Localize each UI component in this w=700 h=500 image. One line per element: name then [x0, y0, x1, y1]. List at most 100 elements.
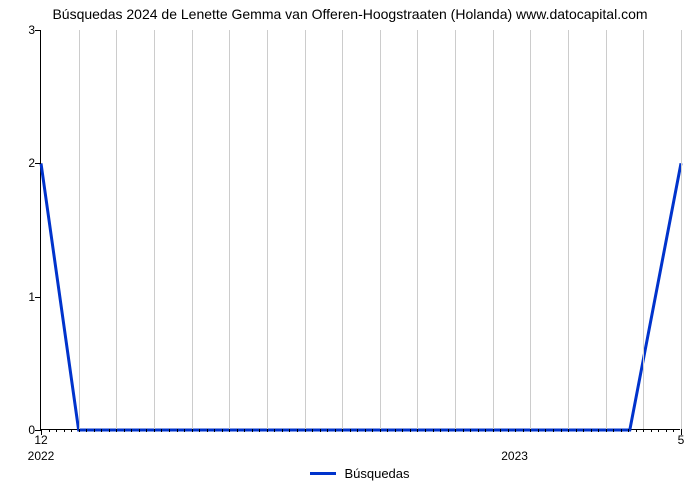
legend-swatch	[310, 472, 336, 475]
chart-title: Búsquedas 2024 de Lenette Gemma van Offe…	[0, 6, 700, 22]
x-minor-tick	[598, 429, 599, 432]
x-minor-tick	[131, 429, 132, 432]
gridline	[417, 30, 418, 429]
x-minor-tick	[621, 429, 622, 432]
x-minor-tick	[49, 429, 50, 432]
gridline	[116, 30, 117, 429]
x-minor-tick	[207, 429, 208, 432]
gridline	[493, 30, 494, 429]
x-minor-tick	[553, 429, 554, 432]
y-tick	[35, 163, 41, 164]
legend-item: Búsquedas	[310, 466, 409, 481]
gridline	[643, 30, 644, 429]
x-minor-tick	[493, 429, 494, 432]
x-minor-tick	[523, 429, 524, 432]
x-minor-tick	[154, 429, 155, 432]
y-tick	[35, 297, 41, 298]
x-minor-tick	[365, 429, 366, 432]
x-minor-tick	[116, 429, 117, 432]
x-minor-tick	[515, 429, 516, 432]
x-minor-tick	[425, 429, 426, 432]
x-minor-tick	[222, 429, 223, 432]
x-minor-tick	[372, 429, 373, 432]
gridline	[530, 30, 531, 429]
x-minor-tick	[576, 429, 577, 432]
x-minor-tick	[658, 429, 659, 432]
gridline	[305, 30, 306, 429]
gridline	[267, 30, 268, 429]
x-minor-tick	[402, 429, 403, 432]
x-minor-tick	[237, 429, 238, 432]
x-minor-tick	[508, 429, 509, 432]
x-minor-tick	[606, 429, 607, 432]
x-minor-tick	[199, 429, 200, 432]
legend-label: Búsquedas	[344, 466, 409, 481]
x-minor-tick	[192, 429, 193, 432]
x-minor-tick	[463, 429, 464, 432]
x-minor-tick	[79, 429, 80, 432]
x-tick-label: 12	[34, 433, 47, 447]
chart-container: Búsquedas 2024 de Lenette Gemma van Offe…	[0, 0, 700, 500]
x-minor-tick	[417, 429, 418, 432]
x-minor-tick	[350, 429, 351, 432]
x-minor-tick	[568, 429, 569, 432]
x-minor-tick	[124, 429, 125, 432]
gridline	[606, 30, 607, 429]
x-minor-tick	[357, 429, 358, 432]
x-minor-tick	[613, 429, 614, 432]
x-minor-tick	[395, 429, 396, 432]
y-tick-label: 2	[17, 156, 35, 170]
x-minor-tick	[666, 429, 667, 432]
x-minor-tick	[64, 429, 65, 432]
x-minor-tick	[312, 429, 313, 432]
x-minor-tick	[169, 429, 170, 432]
x-minor-tick	[470, 429, 471, 432]
x-minor-tick	[252, 429, 253, 432]
x-minor-tick	[229, 429, 230, 432]
gridline	[455, 30, 456, 429]
x-minor-tick	[455, 429, 456, 432]
series-line	[41, 163, 681, 430]
x-minor-tick	[282, 429, 283, 432]
gridline	[342, 30, 343, 429]
x-minor-tick	[274, 429, 275, 432]
x-minor-tick	[681, 429, 682, 432]
x-minor-tick	[41, 429, 42, 432]
x-minor-tick	[56, 429, 57, 432]
x-minor-tick	[583, 429, 584, 432]
x-minor-tick	[139, 429, 140, 432]
y-tick-label: 1	[17, 290, 35, 304]
plot-area: 12520222023 0123	[40, 30, 680, 430]
x-minor-tick	[651, 429, 652, 432]
y-tick	[35, 30, 41, 31]
x-minor-tick	[433, 429, 434, 432]
x-minor-tick	[485, 429, 486, 432]
x-minor-tick	[380, 429, 381, 432]
x-minor-tick	[440, 429, 441, 432]
gridline	[192, 30, 193, 429]
x-minor-tick	[161, 429, 162, 432]
x-minor-tick	[561, 429, 562, 432]
x-minor-tick	[628, 429, 629, 432]
x-minor-tick	[259, 429, 260, 432]
x-minor-tick	[94, 429, 95, 432]
x-minor-tick	[214, 429, 215, 432]
x-minor-tick	[320, 429, 321, 432]
gridline	[154, 30, 155, 429]
x-minor-tick	[327, 429, 328, 432]
gridline	[79, 30, 80, 429]
x-minor-tick	[71, 429, 72, 432]
x-minor-tick	[267, 429, 268, 432]
x-minor-tick	[387, 429, 388, 432]
x-minor-tick	[538, 429, 539, 432]
x-minor-tick	[184, 429, 185, 432]
x-minor-tick	[342, 429, 343, 432]
x-minor-tick	[591, 429, 592, 432]
x-minor-tick	[410, 429, 411, 432]
x-minor-tick	[177, 429, 178, 432]
x-year-label: 2022	[28, 449, 55, 463]
x-minor-tick	[530, 429, 531, 432]
x-minor-tick	[146, 429, 147, 432]
x-minor-tick	[448, 429, 449, 432]
x-minor-tick	[297, 429, 298, 432]
